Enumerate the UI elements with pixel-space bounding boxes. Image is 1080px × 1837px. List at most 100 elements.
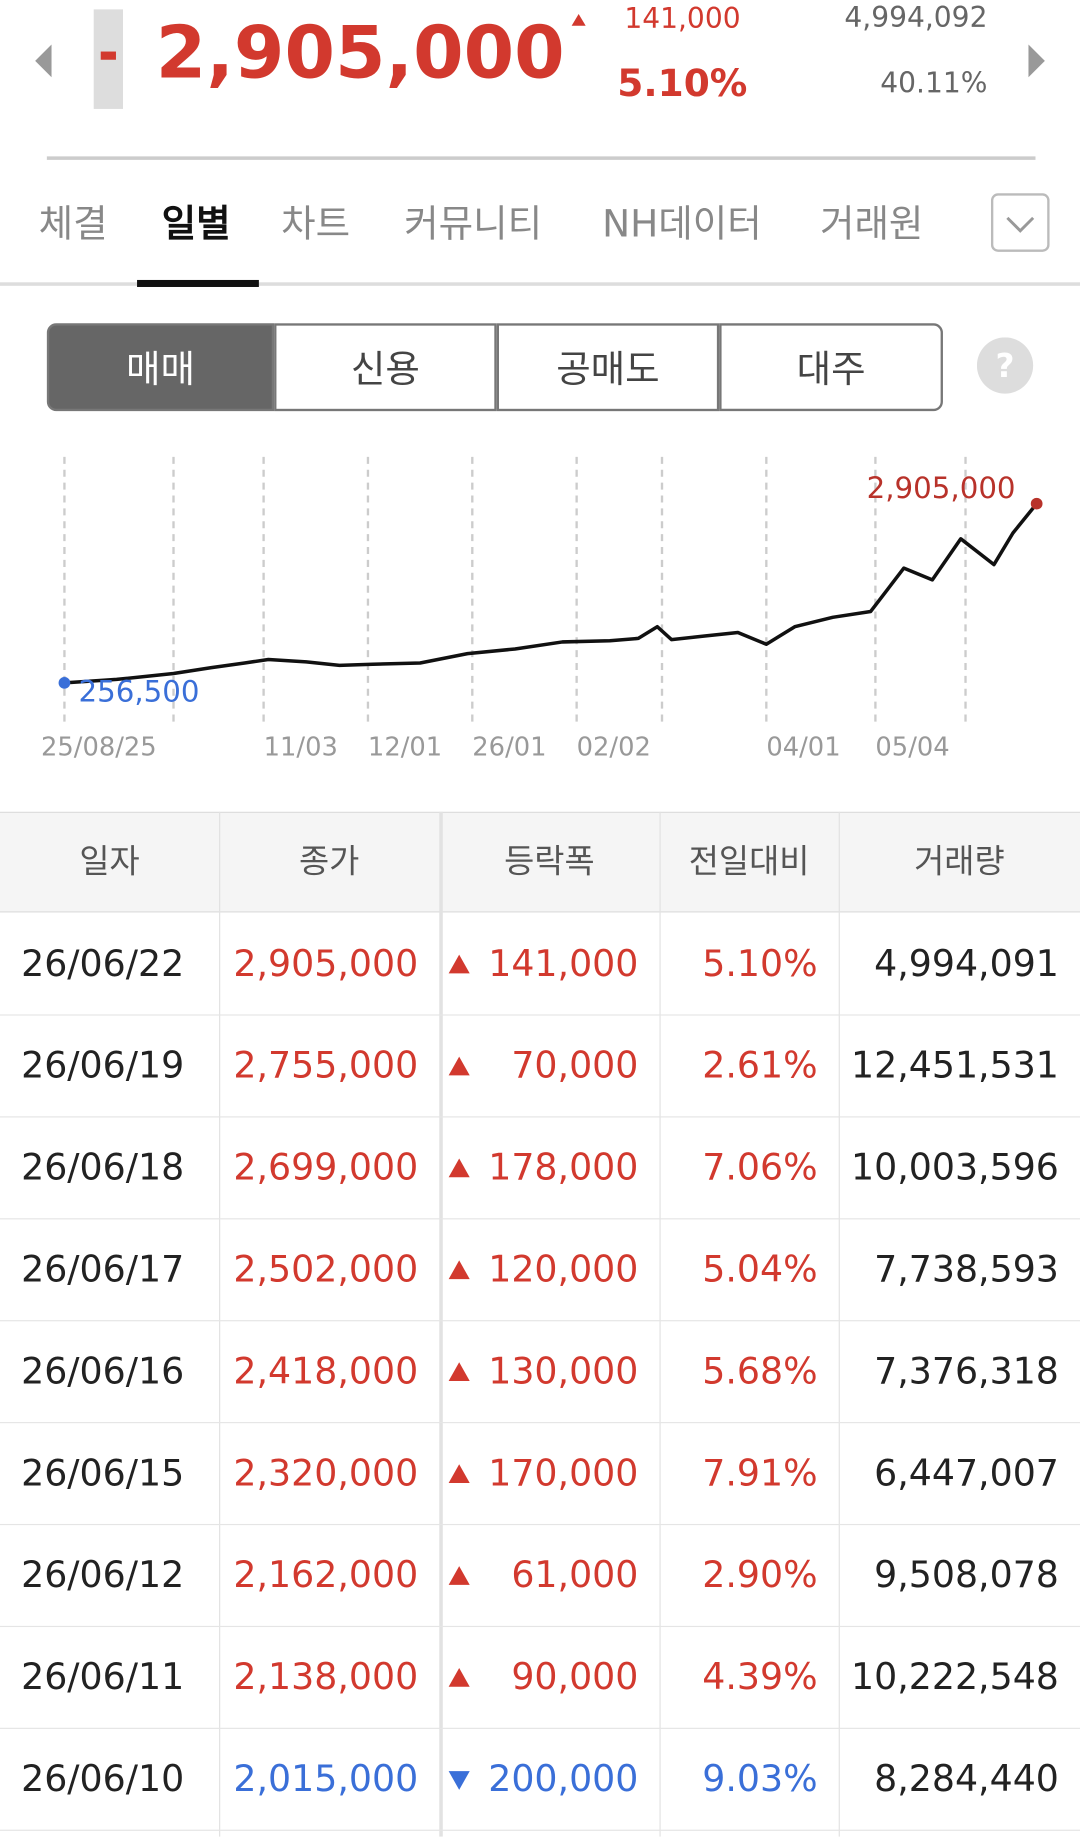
tab[interactable]: NH데이터 xyxy=(602,201,762,246)
tab[interactable]: 차트 xyxy=(281,201,351,246)
rate-cell: 7.91% xyxy=(702,1452,818,1495)
tab[interactable]: 커뮤니티 xyxy=(404,201,543,246)
x-tick-label: 25/08/25 xyxy=(41,733,157,763)
close-cell: 2,418,000 xyxy=(233,1350,419,1393)
rate-cell: 4.39% xyxy=(702,1656,818,1699)
volume: 4,994,092 xyxy=(844,1,988,34)
more-tabs[interactable] xyxy=(990,193,1050,252)
change: 141,000 xyxy=(624,2,741,36)
change-cell: 200,000 xyxy=(488,1758,639,1801)
close-cell: 2,502,000 xyxy=(233,1248,419,1291)
row-divider xyxy=(0,1829,1080,1831)
column-divider xyxy=(219,811,221,1837)
volume-cell: 6,447,007 xyxy=(874,1452,1059,1495)
trend-arrow xyxy=(448,1260,470,1280)
help[interactable]: ? xyxy=(976,337,1036,396)
volume-cell: 4,994,091 xyxy=(874,942,1059,986)
rate-cell: 7.06% xyxy=(702,1146,818,1189)
rate-cell: 9.03% xyxy=(702,1758,818,1801)
volume-rate: 40.11% xyxy=(880,66,988,100)
price-line xyxy=(64,502,1039,685)
date-cell: 26/06/12 xyxy=(21,1554,185,1597)
rate-cell: 5.10% xyxy=(702,942,818,986)
point-label: 256,500 xyxy=(78,675,199,709)
date-cell: 26/06/18 xyxy=(21,1146,185,1189)
change-cell: 70,000 xyxy=(511,1044,639,1088)
svg-text:?: ? xyxy=(996,347,1015,385)
date-cell: 26/06/17 xyxy=(21,1248,185,1291)
trend-arrow xyxy=(448,1668,470,1687)
close-cell: 2,162,000 xyxy=(233,1554,419,1597)
trend-arrow xyxy=(448,954,470,974)
tab-underline xyxy=(137,279,259,287)
x-tick-label: 02/02 xyxy=(577,733,651,763)
column-header: 거래량 xyxy=(914,842,1005,881)
rate-cell: 5.68% xyxy=(702,1350,818,1393)
close-cell: 2,905,000 xyxy=(233,942,419,986)
price: 2,905,000 xyxy=(155,9,565,95)
x-tick-label: 05/04 xyxy=(875,733,949,763)
rate-cell: 2.61% xyxy=(702,1044,818,1088)
table-header xyxy=(0,811,1080,913)
row-divider xyxy=(0,1116,1080,1118)
segment[interactable]: 공매도 xyxy=(496,323,720,412)
change-cell: 90,000 xyxy=(511,1656,639,1699)
close-cell: 2,755,000 xyxy=(233,1044,419,1088)
row-divider xyxy=(0,1422,1080,1424)
row-divider xyxy=(0,1218,1080,1220)
chevron xyxy=(1006,216,1035,233)
column-divider xyxy=(439,811,443,1837)
rate-cell: 2.90% xyxy=(702,1554,818,1597)
segment[interactable]: 신용 xyxy=(274,323,497,412)
x-tick-label: 04/01 xyxy=(766,733,840,763)
prev-arrow[interactable] xyxy=(35,44,52,78)
header-icons xyxy=(35,9,1045,160)
column-header: 종가 xyxy=(298,842,360,881)
date-cell: 26/06/19 xyxy=(21,1044,185,1088)
segment[interactable]: 매매 xyxy=(46,323,275,412)
trend-arrow xyxy=(448,1056,470,1076)
change-cell: 120,000 xyxy=(488,1248,639,1291)
volume-cell: 9,508,078 xyxy=(874,1554,1059,1597)
change-cell: 61,000 xyxy=(511,1554,639,1597)
change-rate: 5.10% xyxy=(617,60,748,106)
close-cell: 2,320,000 xyxy=(233,1452,419,1495)
row-divider xyxy=(0,1014,1080,1016)
trend-arrow xyxy=(448,1771,470,1790)
column-header: 전일대비 xyxy=(688,842,810,881)
volume-cell: 10,222,548 xyxy=(851,1656,1059,1699)
date-cell: 26/06/11 xyxy=(21,1656,185,1699)
date-cell: 26/06/10 xyxy=(21,1758,185,1801)
tab-divider xyxy=(0,282,1080,286)
next-arrow[interactable] xyxy=(1028,44,1045,78)
column-header: 일자 xyxy=(79,842,140,881)
change-cell: 141,000 xyxy=(488,942,639,986)
point-marker xyxy=(1030,497,1043,510)
close-cell: 2,699,000 xyxy=(233,1146,419,1189)
column-divider xyxy=(838,811,840,1837)
segment[interactable]: 대주 xyxy=(719,323,943,412)
trend-arrow xyxy=(448,1158,470,1178)
x-tick-label: 26/01 xyxy=(472,733,546,763)
trend-arrow xyxy=(448,1464,470,1483)
close-cell: 2,015,000 xyxy=(233,1758,419,1801)
row-divider xyxy=(0,1625,1080,1628)
row-divider xyxy=(0,1727,1080,1729)
tab[interactable]: 체결 xyxy=(38,201,108,246)
change-cell: 178,000 xyxy=(488,1146,639,1189)
close-cell: 2,138,000 xyxy=(233,1656,419,1699)
change-cell: 170,000 xyxy=(488,1452,639,1495)
volume-cell: 12,451,531 xyxy=(851,1044,1059,1088)
point-label: 2,905,000 xyxy=(867,471,1016,505)
volume-cell: 8,284,440 xyxy=(874,1758,1059,1801)
row-divider xyxy=(0,1320,1080,1322)
tab[interactable]: 일별 xyxy=(161,201,231,246)
volume-cell: 7,376,318 xyxy=(874,1350,1059,1393)
trend-arrow xyxy=(448,1566,470,1585)
volume-cell: 10,003,596 xyxy=(851,1146,1059,1189)
x-tick-label: 12/01 xyxy=(368,733,442,763)
tab[interactable]: 거래원 xyxy=(819,201,924,246)
column-header: 등락폭 xyxy=(504,842,595,881)
date-cell: 26/06/15 xyxy=(21,1452,185,1495)
